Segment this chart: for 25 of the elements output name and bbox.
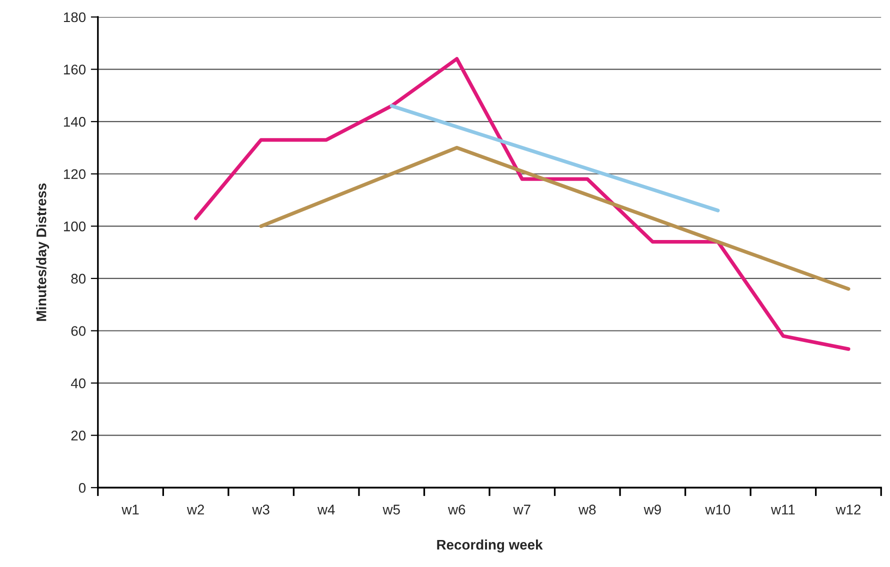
y-tick-label: 120 <box>64 169 86 180</box>
y-tick-label: 20 <box>71 430 86 440</box>
x-tick-label: w9 <box>644 504 661 514</box>
x-tick-label: w8 <box>578 504 596 514</box>
x-tick-label: w1 <box>122 504 139 514</box>
y-tick-label: 160 <box>64 64 86 74</box>
y-tick-label: 60 <box>71 326 86 336</box>
y-tick-label: 180 <box>64 12 86 22</box>
x-tick-label: w11 <box>770 504 795 514</box>
y-tick-label: 40 <box>70 378 86 388</box>
y-tick-label: 100 <box>64 222 86 232</box>
x-tick-label: w6 <box>448 504 466 514</box>
x-axis-title: Recording week <box>437 539 543 552</box>
x-tick-label: w12 <box>836 504 861 514</box>
x-tick-label: w2 <box>186 504 204 514</box>
x-tick-label: w5 <box>382 504 400 514</box>
x-tick-label: w7 <box>513 504 530 514</box>
y-tick-label: 80 <box>71 274 86 284</box>
x-tick-label: w4 <box>317 504 335 514</box>
x-tick-label: w3 <box>252 504 270 514</box>
y-axis-title: Minutes/day Distress <box>36 183 50 321</box>
y-tick-label: 140 <box>64 116 86 127</box>
line-series <box>194 57 850 351</box>
x-tick-label: w10 <box>705 504 730 514</box>
y-tick-label: 0 <box>78 482 86 493</box>
